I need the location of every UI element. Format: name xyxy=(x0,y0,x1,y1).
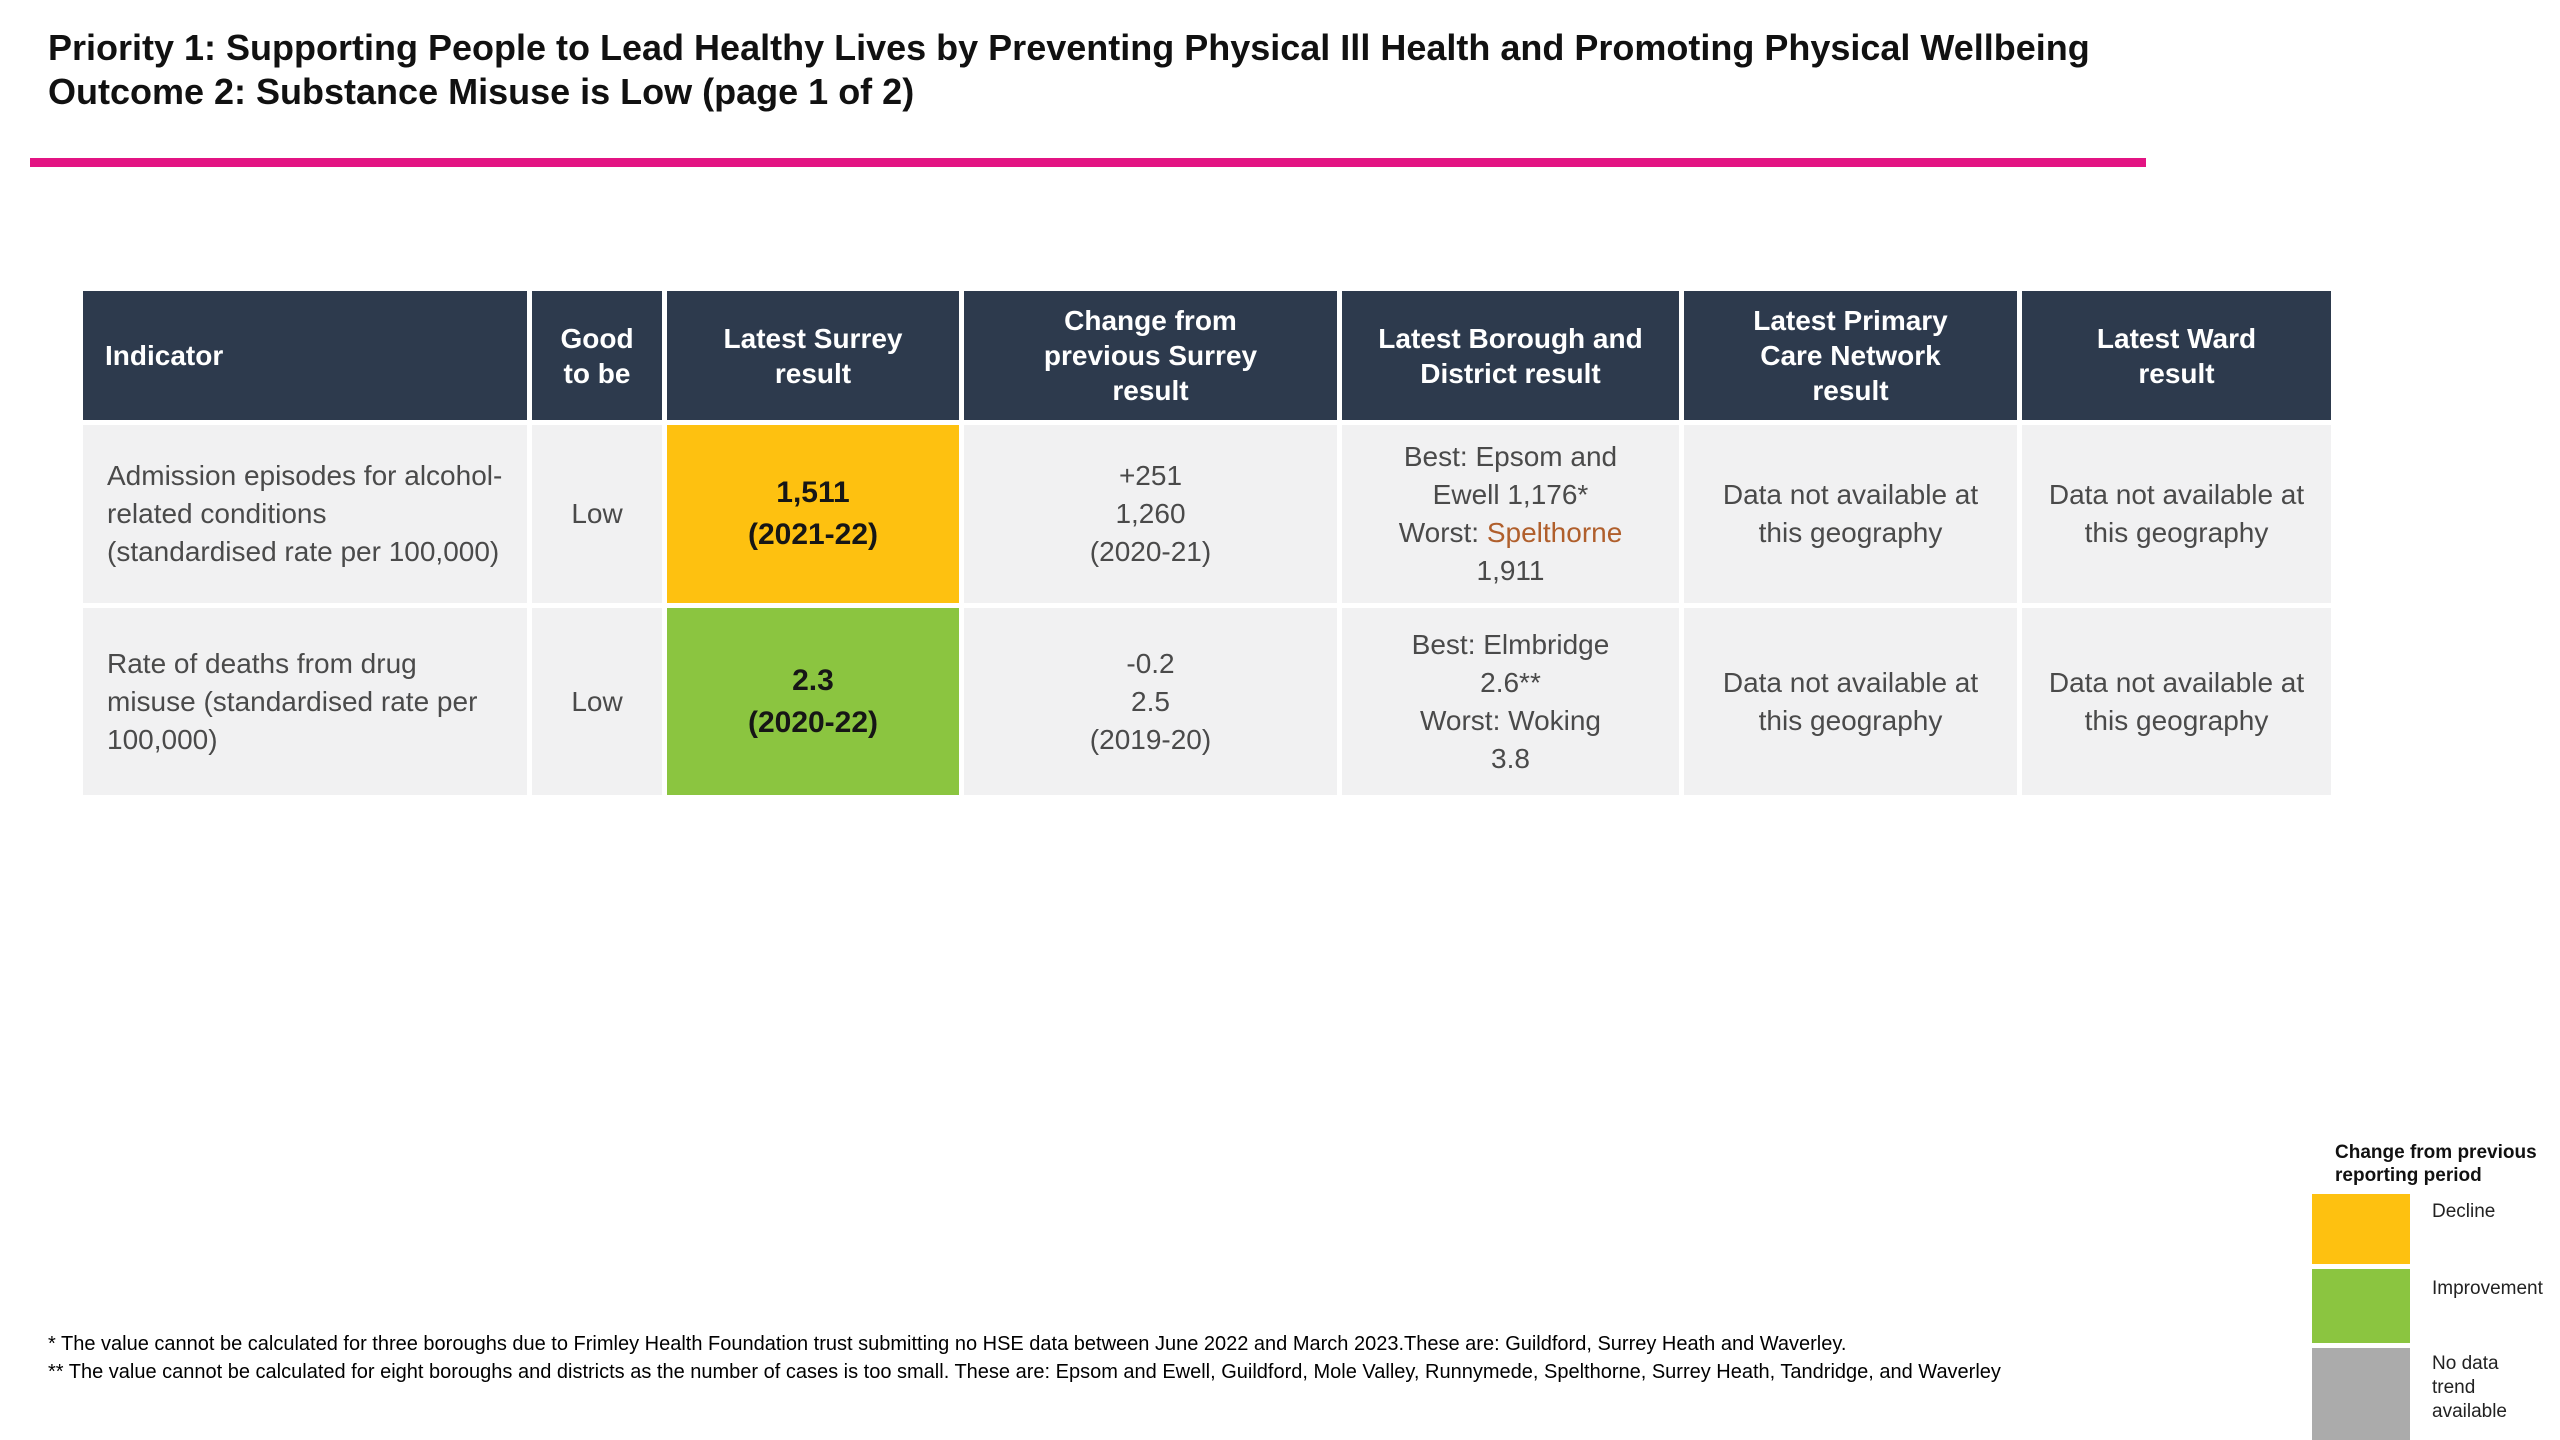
title-line-1: Priority 1: Supporting People to Lead He… xyxy=(48,27,2090,68)
indicator-cell-drug: Rate of deaths from drug misuse (standar… xyxy=(83,608,527,795)
pcn-cell-1: Data not available at this geography xyxy=(1684,608,2017,795)
pcn-cell-0: Data not available at this geography xyxy=(1684,425,2017,603)
footnote-2: ** The value cannot be calculated for ei… xyxy=(48,1361,2001,1383)
change-previous-value: 1,260 xyxy=(1115,498,1186,529)
indicator-text: Admission episodes for alcohol-related c… xyxy=(107,460,503,567)
change-block: -0.2 2.5 (2019-20) xyxy=(1090,645,1211,759)
column-header-indicator-label: Indicator xyxy=(105,340,224,371)
borough-cell-1: Best: Elmbridge 2.6** Worst: Woking 3.8 xyxy=(1342,608,1679,795)
good-to-be-value: Low xyxy=(571,498,623,529)
borough-worst-value: 1,911 xyxy=(1476,555,1545,586)
column-header-indicator: Indicator xyxy=(83,291,527,420)
borough-best-line2: 2.6** xyxy=(1480,666,1541,698)
legend-swatch-no-data xyxy=(2312,1348,2410,1440)
column-header-good-to-be-label: Good to be xyxy=(560,322,634,389)
change-cell-0: +251 1,260 (2020-21) xyxy=(964,425,1337,603)
borough-block: Best: Elmbridge 2.6** Worst: Woking 3.8 xyxy=(1412,626,1610,778)
column-header-change: Change from previous Surrey result xyxy=(964,291,1337,420)
column-header-ward: Latest Ward result xyxy=(2022,291,2331,420)
change-delta: +251 xyxy=(1118,460,1183,491)
borough-best-line1: Best: Elmbridge xyxy=(1411,628,1610,660)
surrey-result-period: (2020-22) xyxy=(747,705,879,739)
page-title: Priority 1: Supporting People to Lead He… xyxy=(48,26,2090,114)
change-period: (2020-21) xyxy=(1089,536,1212,567)
borough-best-line1: Best: Epsom and xyxy=(1403,441,1618,472)
borough-worst-line: Worst: Woking xyxy=(1419,704,1601,736)
surrey-result-period: (2021-22) xyxy=(747,518,879,551)
surrey-result-cell-1: 2.3 (2020-22) xyxy=(667,608,959,795)
surrey-result-cell-0: 1,511 (2021-22) xyxy=(667,425,959,603)
accent-rule xyxy=(30,158,2146,167)
ward-text: Data not available at this geography xyxy=(2048,666,2305,736)
footnote-1: * The value cannot be calculated for thr… xyxy=(48,1333,1847,1355)
column-header-borough: Latest Borough and District result xyxy=(1342,291,1679,420)
worst-highlight: Spelthorne xyxy=(1486,517,1623,548)
title-line-2: Outcome 2: Substance Misuse is Low (page… xyxy=(48,71,915,112)
change-delta: -0.2 xyxy=(1126,647,1175,679)
borough-worst-value: 3.8 xyxy=(1491,742,1530,774)
borough-cell-0: Best: Epsom and Ewell 1,176* Worst: Spel… xyxy=(1342,425,1679,603)
indicators-table: Indicator Good to be Latest Surrey resul… xyxy=(83,291,2336,795)
good-to-be-cell-0: Low xyxy=(532,425,662,603)
pcn-text: Data not available at this geography xyxy=(1722,479,1979,548)
change-period: (2019-20) xyxy=(1089,723,1212,755)
borough-best-line2: Ewell 1,176* xyxy=(1432,479,1589,510)
indicator-cell-alcohol: Admission episodes for alcohol-related c… xyxy=(83,425,527,603)
change-cell-1: -0.2 2.5 (2019-20) xyxy=(964,608,1337,795)
borough-worst-line: Worst: Spelthorne xyxy=(1399,514,1623,552)
column-header-latest-surrey-label: Latest Surrey result xyxy=(723,322,903,389)
column-header-latest-surrey: Latest Surrey result xyxy=(667,291,959,420)
column-header-pcn: Latest Primary Care Network result xyxy=(1684,291,2017,420)
good-to-be-cell-1: Low xyxy=(532,608,662,795)
column-header-change-label: Change from previous Surrey result xyxy=(1043,305,1258,406)
borough-worst-prefix: Worst: xyxy=(1398,517,1487,548)
indicator-text: Rate of deaths from drug misuse (standar… xyxy=(107,647,478,755)
change-previous-value: 2.5 xyxy=(1131,685,1170,717)
legend-swatch-improvement xyxy=(2312,1269,2410,1343)
surrey-result-block: 2.3 (2020-22) xyxy=(748,660,878,744)
column-header-ward-label: Latest Ward result xyxy=(2096,322,2257,389)
legend-label-decline: Decline xyxy=(2432,1201,2496,1222)
column-header-good-to-be: Good to be xyxy=(532,291,662,420)
good-to-be-value: Low xyxy=(571,685,623,717)
column-header-pcn-label: Latest Primary Care Network result xyxy=(1753,305,1948,406)
surrey-result-value: 2.3 xyxy=(792,663,834,697)
surrey-result-block: 1,511 (2021-22) xyxy=(748,472,878,556)
pcn-text: Data not available at this geography xyxy=(1722,666,1979,736)
legend-label-no-data: No data trend available xyxy=(2432,1353,2507,1422)
ward-cell-1: Data not available at this geography xyxy=(2022,608,2331,795)
borough-block: Best: Epsom and Ewell 1,176* Worst: Spel… xyxy=(1399,438,1623,590)
footnotes: * The value cannot be calculated for thr… xyxy=(48,1330,2298,1386)
column-header-borough-label: Latest Borough and District result xyxy=(1378,322,1643,389)
ward-cell-0: Data not available at this geography xyxy=(2022,425,2331,603)
ward-text: Data not available at this geography xyxy=(2048,479,2305,548)
legend-label-improvement: Improvement xyxy=(2432,1278,2543,1299)
surrey-result-value: 1,511 xyxy=(776,476,850,509)
legend-swatch-decline xyxy=(2312,1194,2410,1264)
change-block: +251 1,260 (2020-21) xyxy=(1090,457,1211,571)
legend-title: Change from previous reporting period xyxy=(2335,1142,2537,1186)
